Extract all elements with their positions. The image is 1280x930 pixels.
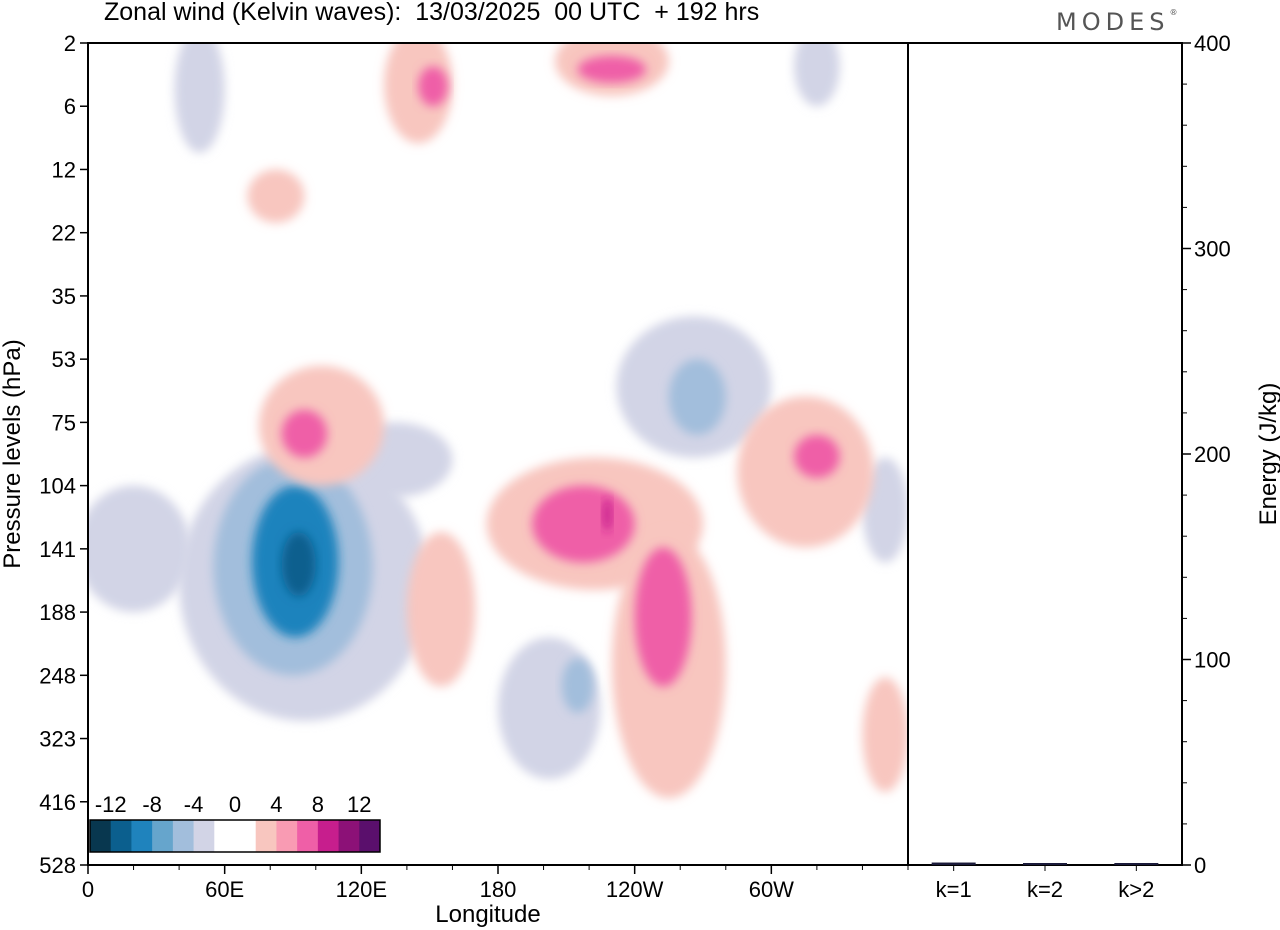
colorbar-swatch [131, 820, 153, 852]
y-tick-label: 53 [52, 347, 76, 372]
colorbar-swatch [90, 820, 112, 852]
colorbar-label: 4 [270, 792, 282, 817]
energy-axis-label: Energy (J/kg) [1255, 383, 1280, 526]
category-label: k=1 [936, 877, 972, 902]
wind-anomaly-region [668, 359, 726, 435]
colorbar-swatch [214, 820, 236, 852]
y-tick-label: 75 [52, 410, 76, 435]
wind-anomaly-region [577, 55, 647, 83]
colorbar-label: 8 [312, 792, 324, 817]
y-tick-label: 188 [39, 600, 76, 625]
y-tick-label: 2 [64, 31, 76, 56]
colorbar-label: -8 [142, 792, 162, 817]
colorbar-label: 0 [229, 792, 241, 817]
colorbar-swatch [152, 820, 174, 852]
energy-tick-label: 200 [1194, 442, 1231, 467]
colorbar-label: 12 [347, 792, 371, 817]
y-tick-label: 6 [64, 94, 76, 119]
colorbar-label: -4 [184, 792, 204, 817]
wind-anomaly-region [634, 547, 692, 687]
energy-bar [1023, 863, 1067, 865]
x-tick-label: 120E [336, 877, 387, 902]
energy-bar [1114, 863, 1159, 865]
colorbar: -12 -8 -4 0 4 8 12 [88, 782, 384, 862]
y-tick-label: 104 [39, 474, 76, 499]
x-axis-label: Longitude [435, 901, 540, 928]
modes-logo: MODES® [1056, 8, 1177, 36]
wind-anomaly-region [561, 658, 594, 713]
wind-anomaly-region [794, 434, 840, 479]
logo-text: MODES [1056, 8, 1170, 36]
colorbar-swatch [317, 820, 340, 852]
y-tick-label: 323 [39, 727, 76, 752]
energy-frame [907, 42, 1183, 866]
energy-tick-label: 300 [1194, 237, 1231, 262]
energy-tick-label: 100 [1194, 648, 1231, 673]
y-tick-label: 248 [39, 663, 76, 688]
registered-mark: ® [1169, 8, 1178, 17]
colorbar-frame [89, 819, 381, 853]
colorbar-label: -12 [95, 792, 127, 817]
wind-anomaly-region [174, 43, 225, 153]
colorbar-swatch [172, 820, 195, 852]
wind-anomaly-region [794, 43, 840, 107]
wind-anomaly-region [281, 531, 316, 597]
colorbar-swatch [276, 820, 298, 852]
wind-anomaly-region [281, 409, 328, 458]
wind-anomaly-region [602, 497, 612, 532]
contour-field [88, 43, 908, 799]
y-axis-label: Pressure levels (hPa) [0, 339, 26, 568]
wind-anomaly-region [862, 457, 908, 563]
energy-axes: 0 100 200 300 400 Energy (J/kg) [907, 31, 1280, 878]
x-tick-label: 120W [606, 877, 664, 902]
wind-anomaly-region [418, 66, 448, 107]
category-label: k>2 [1118, 877, 1154, 902]
wind-anomaly-region [862, 677, 908, 792]
colorbar-swatch [297, 820, 319, 852]
y-tick-label: 22 [52, 221, 76, 246]
colorbar-swatch [338, 820, 360, 852]
x-tick-label: 180 [480, 877, 517, 902]
chart-title: Zonal wind (Kelvin waves): 13/03/2025 00… [104, 0, 760, 26]
x-tick-label: 0 [82, 877, 94, 902]
energy-tick-label: 400 [1194, 31, 1231, 56]
colorbar-swatch [193, 820, 215, 852]
category-label: k=2 [1027, 877, 1063, 902]
energy-tick-label: 0 [1194, 853, 1206, 878]
colorbar-swatch [235, 820, 257, 852]
wind-anomaly-region [88, 485, 191, 613]
y-tick-label: 528 [39, 853, 76, 878]
y-tick-label: 416 [39, 790, 76, 815]
colorbar-swatch [110, 820, 132, 852]
colorbar-swatch [359, 820, 381, 852]
wind-anomaly-region [406, 531, 476, 687]
x-tick-label: 60E [205, 877, 244, 902]
energy-bars: k=1 k=2 k>2 [931, 862, 1159, 902]
colorbar-swatch [255, 820, 277, 852]
y-tick-label: 35 [52, 284, 76, 309]
energy-bar [931, 862, 976, 865]
x-tick-label: 60W [749, 877, 794, 902]
y-tick-label: 141 [39, 537, 76, 562]
wind-anomaly-region [532, 485, 635, 563]
y-tick-label: 12 [52, 157, 76, 182]
wind-anomaly-region [247, 169, 305, 223]
